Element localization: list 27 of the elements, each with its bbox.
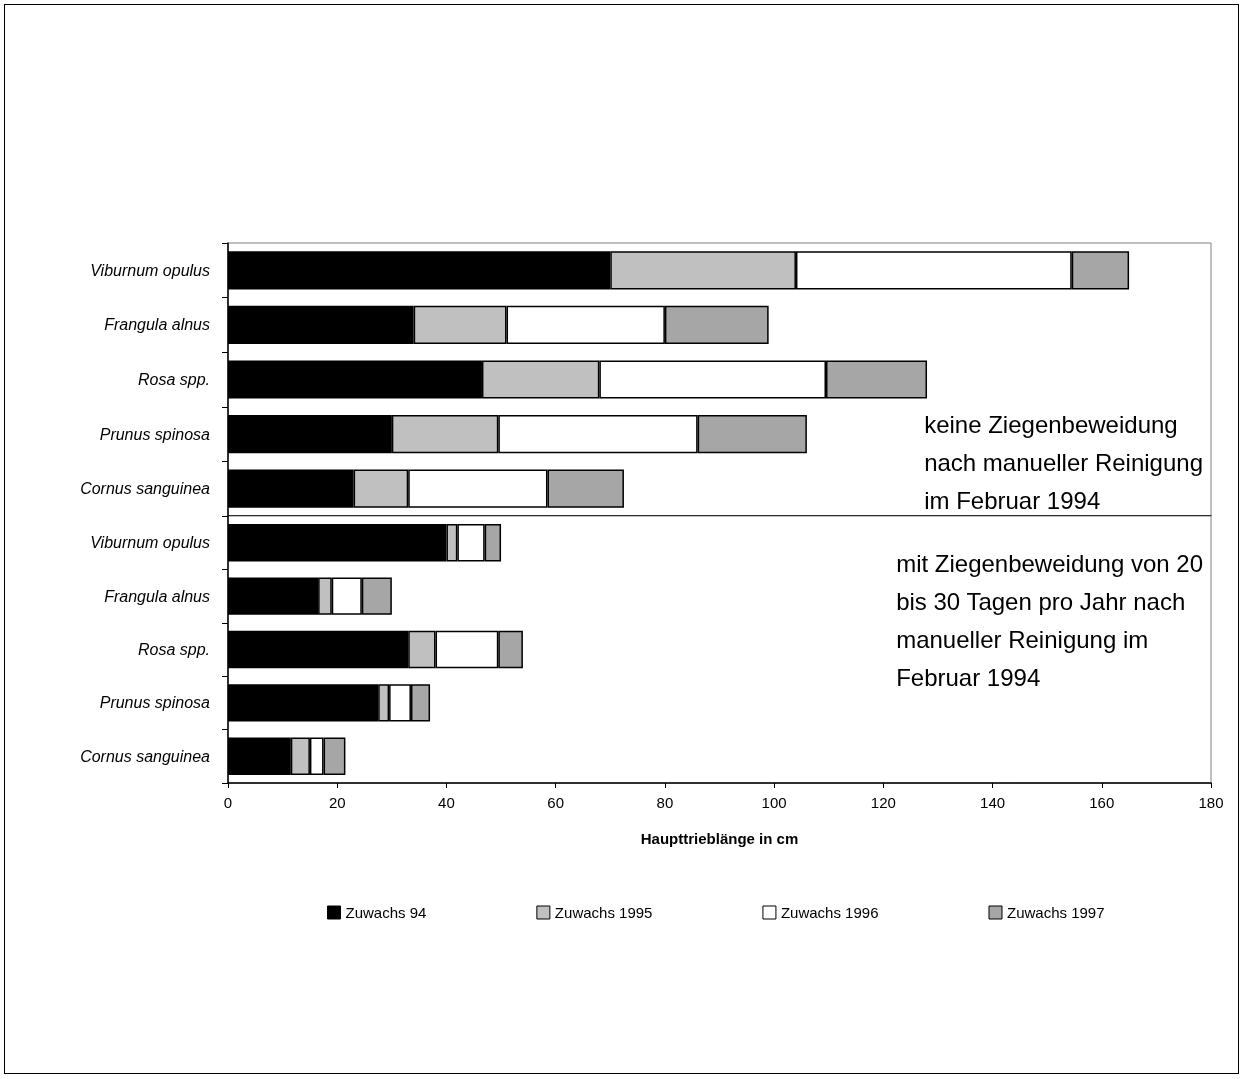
x-tick-label: 40 [438,794,455,811]
x-tick-label: 140 [980,794,1006,811]
y-tick-label: Prunus spinosa [99,694,211,712]
annotation: keine Ziegenbeweidung nach manueller Reinigung im Februar 1994 [924,410,1204,514]
y-tick-label: Rosa spp. [137,641,210,658]
y-tick-label: Cornus sanguinea [80,747,211,765]
x-axis-title: Haupttrieblänge in cm [640,830,799,847]
y-tick-label: Cornus sanguinea [80,480,211,498]
x-tick-label: 60 [547,794,565,811]
y-tick-label: Frangula alnus [104,316,210,334]
y-tick-label: Prunus spinosa [99,425,211,443]
legend-label: Zuwachs 94 [345,904,427,921]
y-tick-label: Viburnum opulus [90,534,210,552]
y-tick-label: Viburnum opulus [90,261,210,279]
x-tick-label: 160 [1089,794,1115,811]
y-tick-label: Rosa spp. [137,371,210,388]
legend-label: Zuwachs 1996 [780,904,879,921]
y-tick-label: Frangula alnus [104,587,210,605]
legend-label: Zuwachs 1995 [554,904,653,921]
x-tick-label: 180 [1198,794,1224,811]
x-tick-label: 80 [656,794,674,811]
x-tick-label: 20 [328,794,346,811]
x-tick-label: 120 [870,794,896,811]
x-tick-label: 100 [761,794,787,811]
legend-label: Zuwachs 1997 [1006,904,1105,921]
annotation: mit Ziegenbeweidung von 20 bis 30 Tagen pro Jahr nach manueller Reinigung im Februar 1994 [896,549,1204,691]
x-tick-label: 0 [223,794,233,811]
